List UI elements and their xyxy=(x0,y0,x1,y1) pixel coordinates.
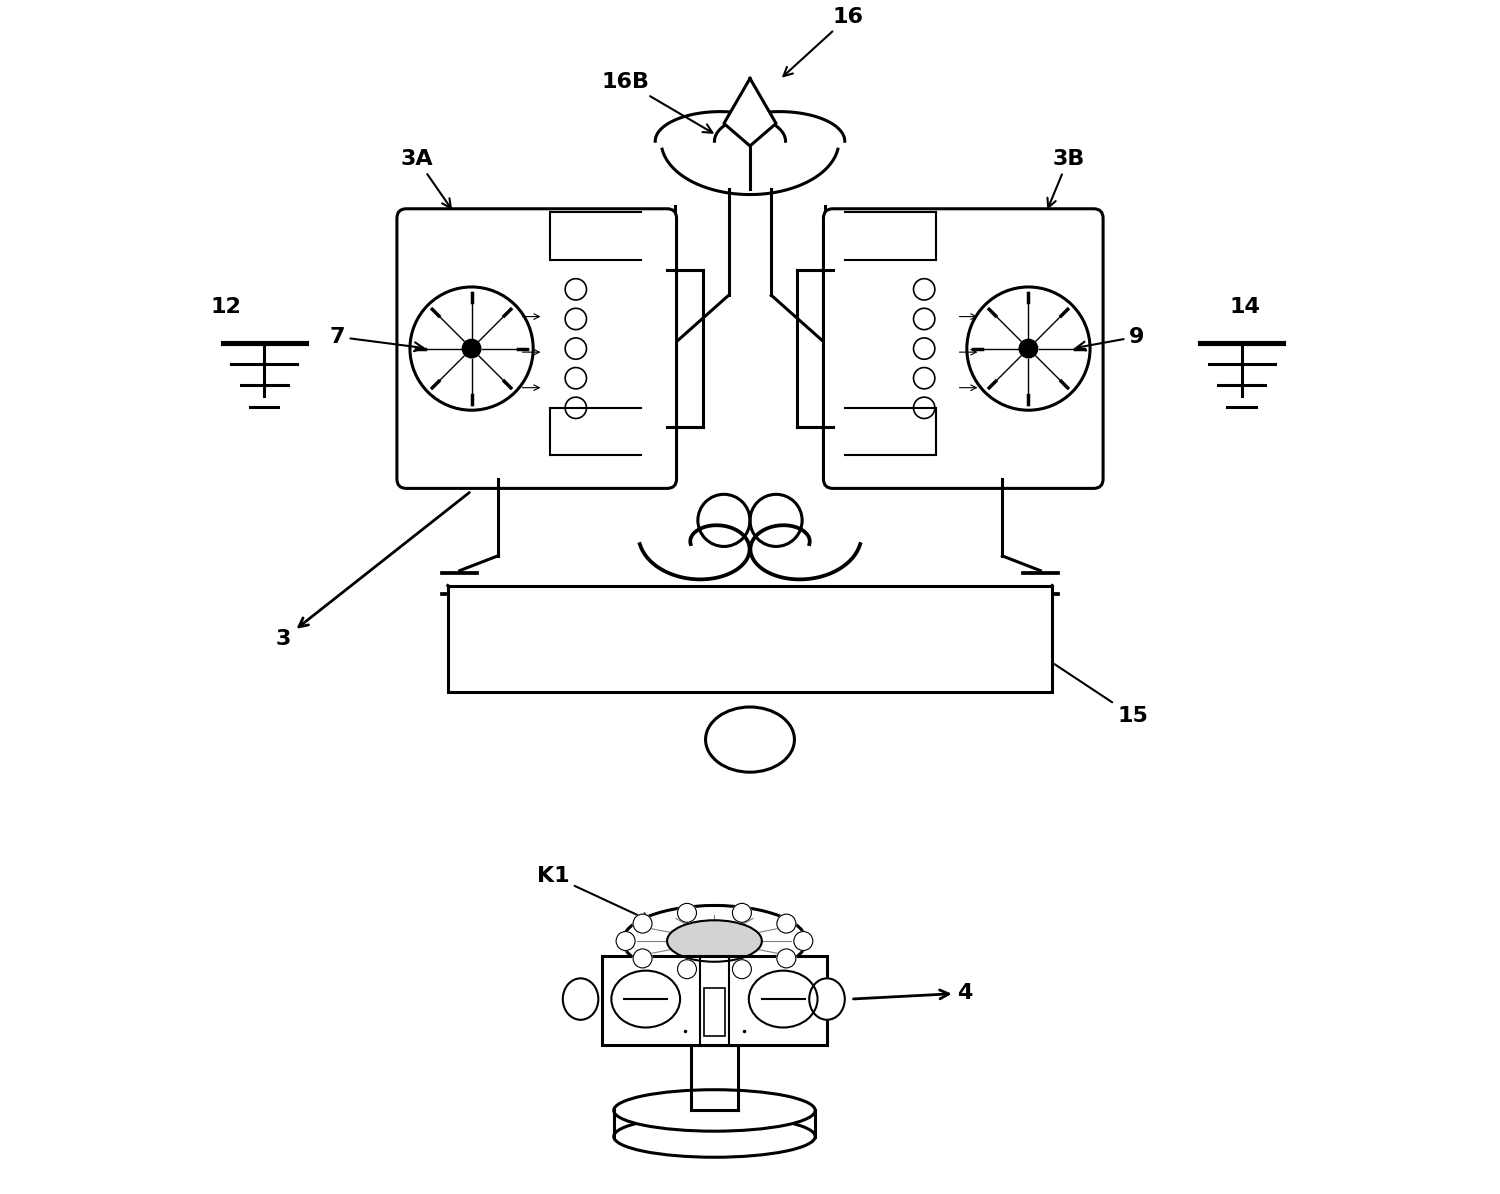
Bar xyxy=(704,989,724,1036)
Text: 7: 7 xyxy=(330,327,423,351)
Text: 9: 9 xyxy=(1077,327,1144,351)
Text: 3: 3 xyxy=(276,492,470,648)
Circle shape xyxy=(777,949,796,968)
Ellipse shape xyxy=(668,921,762,961)
Text: 16B: 16B xyxy=(602,72,712,133)
Text: 3A: 3A xyxy=(400,149,451,208)
Ellipse shape xyxy=(562,978,598,1020)
Ellipse shape xyxy=(808,978,844,1020)
Circle shape xyxy=(462,339,482,358)
Text: 14: 14 xyxy=(1230,297,1260,318)
Text: 15: 15 xyxy=(1054,664,1148,726)
Text: 4: 4 xyxy=(853,983,972,1003)
Circle shape xyxy=(732,960,752,979)
Text: 12: 12 xyxy=(211,297,242,318)
Ellipse shape xyxy=(705,707,795,773)
Ellipse shape xyxy=(614,1115,815,1157)
Ellipse shape xyxy=(614,1090,815,1131)
Circle shape xyxy=(1019,339,1038,358)
Circle shape xyxy=(633,915,652,933)
Polygon shape xyxy=(724,79,776,146)
Bar xyxy=(602,956,826,1045)
Ellipse shape xyxy=(622,905,807,977)
Circle shape xyxy=(794,931,813,950)
FancyBboxPatch shape xyxy=(824,209,1102,488)
Circle shape xyxy=(732,904,752,922)
Ellipse shape xyxy=(748,971,818,1028)
Ellipse shape xyxy=(612,971,680,1028)
Text: K1: K1 xyxy=(537,866,651,922)
Circle shape xyxy=(777,915,796,933)
Bar xyxy=(448,585,1052,693)
Circle shape xyxy=(616,931,634,950)
Circle shape xyxy=(633,949,652,968)
Text: 16: 16 xyxy=(783,7,864,76)
Text: 3B: 3B xyxy=(1047,149,1084,208)
FancyBboxPatch shape xyxy=(398,209,676,488)
Circle shape xyxy=(678,960,696,979)
Circle shape xyxy=(678,904,696,922)
